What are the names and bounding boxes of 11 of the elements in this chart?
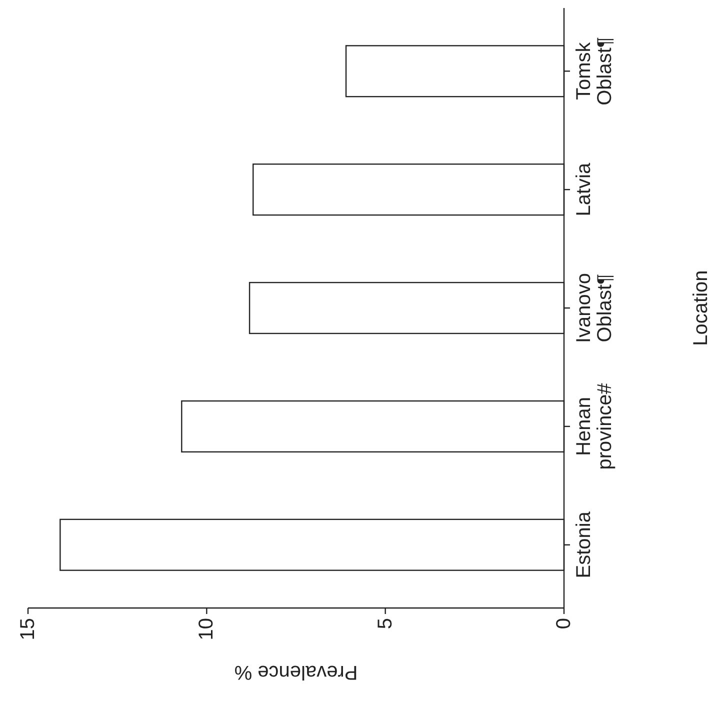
x-axis-title: Prevalence % [234, 661, 358, 683]
x-tick-label: 0 [553, 618, 575, 630]
x-tick-label: 5 [374, 618, 396, 630]
y-tick-label: Tomsk Oblast¶ [573, 36, 616, 106]
x-tick-label: 15 [17, 618, 39, 640]
x-tick-label: 10 [196, 618, 218, 640]
y-tick-label: Latvia [573, 162, 595, 216]
y-tick-label: Henan province# [573, 382, 616, 470]
y-tick-label: Ivanovo Oblast¶ [573, 272, 616, 344]
y-axis-title: Location [690, 270, 712, 346]
y-tick-label: Estonia [573, 510, 595, 578]
